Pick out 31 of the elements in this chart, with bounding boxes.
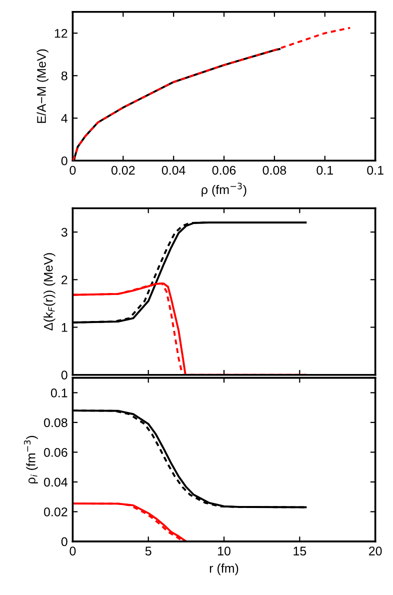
y-axis-title: E/A−M (MeV) [36, 49, 48, 123]
x-tick-label: 0.08 [262, 166, 286, 175]
x-tick-label: 5 [145, 546, 152, 556]
y-tick-label: 3 [61, 228, 68, 237]
x-tick-label: 0 [70, 546, 76, 556]
y-tick-label: 0.06 [44, 448, 68, 457]
x-axis-title: r (fm) [210, 564, 238, 576]
y-tick-label: 0 [61, 537, 68, 546]
x-tick-label: 0.04 [162, 166, 186, 175]
y-tick-label: 0.02 [44, 508, 68, 516]
y-tick-label: 0 [61, 370, 68, 380]
y-tick-label: 0.04 [44, 478, 68, 487]
y-tick-label: 12 [54, 28, 68, 38]
y-tick-label: 0.1 [50, 388, 68, 398]
y-tick-label: 0 [61, 156, 68, 166]
x-tick-label: 0.02 [111, 166, 135, 175]
x-tick-label: 0.1 [367, 166, 384, 175]
y-axis-title: Δ(k$_{F}$(r)) (MeV) [44, 253, 56, 330]
x-tick-label: 10 [218, 546, 230, 556]
x-axis-title: ρ (fm$^{−3}$) [202, 182, 246, 197]
y-tick-label: 0.08 [44, 418, 68, 428]
y-tick-label: 1 [62, 323, 68, 332]
x-tick-label: 0.1 [316, 166, 333, 175]
y-tick-label: 2 [62, 275, 68, 284]
x-tick-label: 15 [294, 546, 306, 556]
x-tick-label: 0.06 [212, 166, 236, 175]
y-axis-title: ρ$_{i}$ (fm$^{−3}$) [24, 436, 38, 484]
x-tick-label: 20 [368, 546, 382, 556]
x-tick-label: 0 [70, 166, 76, 175]
y-tick-label: 8 [61, 71, 68, 80]
y-tick-label: 4 [61, 114, 68, 123]
